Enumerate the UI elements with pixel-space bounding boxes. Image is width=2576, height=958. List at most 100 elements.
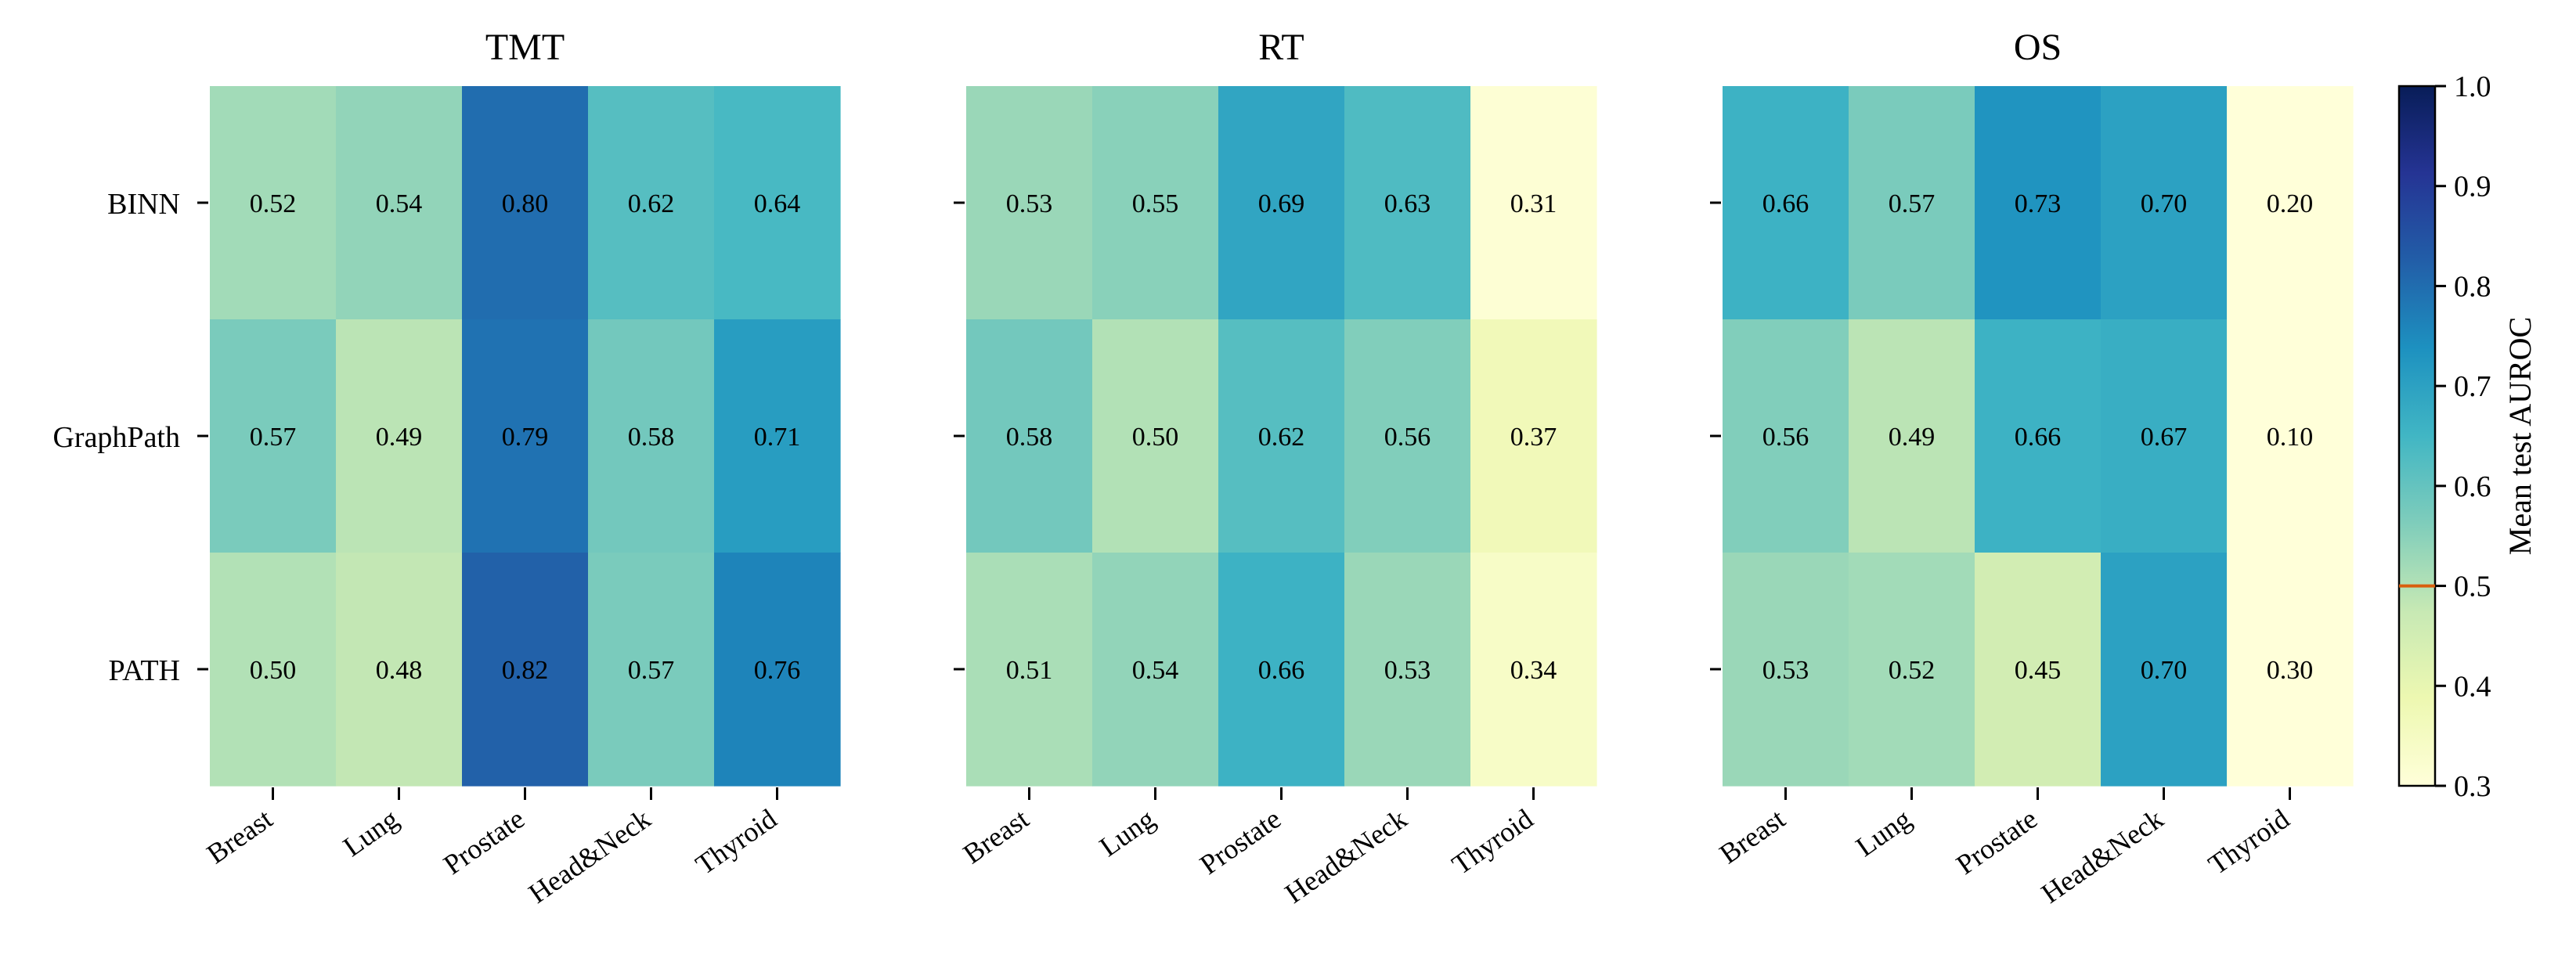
- cell-value-label: 0.57: [628, 656, 675, 685]
- cell-value-label: 0.49: [376, 423, 423, 452]
- heatmap-cell: [714, 553, 841, 787]
- heatmap-cell: [2227, 86, 2354, 320]
- heatmap-cell: [1092, 86, 1219, 320]
- cell-value-label: 0.64: [754, 189, 801, 218]
- cell-value-label: 0.56: [1762, 423, 1809, 452]
- heatmap-cell: [1723, 553, 1849, 787]
- cell-value-label: 0.73: [2015, 189, 2062, 218]
- heatmap-cell: [462, 319, 589, 553]
- colorbar-tick-label: 0.6: [2454, 470, 2491, 503]
- cell-value-label: 0.48: [376, 656, 423, 685]
- cell-value-label: 0.57: [250, 423, 297, 452]
- colorbar-tick-label: 0.8: [2454, 270, 2491, 303]
- heatmap-cell: [1723, 319, 1849, 553]
- cell-value-label: 0.66: [2015, 423, 2062, 452]
- cell-value-label: 0.79: [502, 423, 549, 452]
- cell-value-label: 0.45: [2015, 656, 2062, 685]
- heatmap-cell: [1723, 86, 1849, 320]
- heatmap-panel-rt: RT 0.53 0.55 0.69 0.63 0.31 0.58 0.50 0.62 0.56 0.…: [954, 27, 1597, 909]
- heatmap-cell: [1218, 319, 1345, 553]
- heatmap-cell: [336, 553, 463, 787]
- heatmap-cell: [1344, 319, 1471, 553]
- heatmap-cell: [1092, 553, 1219, 787]
- heatmap-cell: [2227, 553, 2354, 787]
- heatmap-cell: [1344, 553, 1471, 787]
- x-tick-label: Thyroid: [1446, 803, 1539, 881]
- x-tick-label: Prostate: [1950, 803, 2043, 881]
- x-tick-label: Prostate: [438, 803, 530, 881]
- cell-value-label: 0.76: [754, 656, 801, 685]
- colorbar-tick-label: 1.0: [2454, 70, 2491, 103]
- x-tick-label: Lung: [1094, 803, 1160, 863]
- heatmap-cell: [1975, 86, 2102, 320]
- x-tick-label: Breast: [1714, 803, 1791, 870]
- panel-title: OS: [2014, 27, 2062, 68]
- heatmap-cell: [588, 319, 715, 553]
- colorbar-label: Mean test AUROC: [2502, 317, 2538, 555]
- heatmap-cell: [2101, 553, 2228, 787]
- cell-value-label: 0.69: [1258, 189, 1305, 218]
- panel-title: TMT: [485, 27, 565, 68]
- cell-value-label: 0.31: [1510, 189, 1557, 218]
- cell-value-label: 0.50: [250, 656, 297, 685]
- heatmap-cell: [1470, 86, 1597, 320]
- x-tick-label: Lung: [1850, 803, 1917, 863]
- x-tick-label: Breast: [958, 803, 1034, 870]
- colorbar-gradient: [2397, 85, 2437, 787]
- heatmap-cell: [210, 319, 337, 553]
- cell-value-label: 0.82: [502, 656, 549, 685]
- cell-value-label: 0.53: [1762, 656, 1809, 685]
- cell-value-label: 0.70: [2141, 656, 2188, 685]
- cell-value-label: 0.55: [1132, 189, 1179, 218]
- heatmap-cell: [210, 86, 337, 320]
- cell-value-label: 0.34: [1510, 656, 1557, 685]
- cell-value-label: 0.80: [502, 189, 549, 218]
- heatmap-cell: [1470, 319, 1597, 553]
- heatmap-cell: [1849, 86, 1975, 320]
- cell-value-label: 0.70: [2141, 189, 2188, 218]
- heatmap-cell: [1849, 553, 1975, 787]
- heatmap-cell: [1470, 553, 1597, 787]
- heatmap-cell: [2227, 319, 2354, 553]
- cell-value-label: 0.20: [2267, 189, 2314, 218]
- colorbar-tick-label: 0.5: [2454, 571, 2491, 603]
- heatmap-cell: [714, 319, 841, 553]
- colorbar-tick-label: 0.4: [2454, 670, 2491, 703]
- panel-title: RT: [1258, 27, 1304, 68]
- colorbar-tick-label: 0.9: [2454, 171, 2491, 203]
- heatmap-cell: [1344, 86, 1471, 320]
- heatmap-cell: [1218, 553, 1345, 787]
- cell-value-label: 0.71: [754, 423, 801, 452]
- heatmap-cell: [588, 553, 715, 787]
- cell-value-label: 0.51: [1006, 656, 1053, 685]
- cell-value-label: 0.50: [1132, 423, 1179, 452]
- heatmap-cell: [462, 86, 589, 320]
- heatmap-cell: [462, 553, 589, 787]
- cell-value-label: 0.57: [1889, 189, 1936, 218]
- heatmap-cell: [714, 86, 841, 320]
- cell-value-label: 0.53: [1006, 189, 1053, 218]
- heatmap-panel-os: OS 0.66 0.57 0.73 0.70 0.20 0.56 0.49 0.66 0.67 0.…: [1710, 27, 2354, 909]
- cell-value-label: 0.62: [1258, 423, 1305, 452]
- cell-value-label: 0.53: [1384, 656, 1431, 685]
- cell-value-label: 0.63: [1384, 189, 1431, 218]
- x-tick-label: Prostate: [1194, 803, 1286, 881]
- cell-value-label: 0.10: [2267, 423, 2314, 452]
- cell-value-label: 0.67: [2141, 423, 2188, 452]
- y-tick-label: PATH: [108, 654, 180, 687]
- heatmap-cell: [1975, 319, 2102, 553]
- heatmap-cell: [210, 553, 337, 787]
- colorbar-tick-label: 0.3: [2454, 770, 2491, 803]
- cell-value-label: 0.66: [1258, 656, 1305, 685]
- heatmap-cell: [336, 86, 463, 320]
- heatmap-cell: [966, 553, 1093, 787]
- x-tick-label: Lung: [337, 803, 404, 863]
- heatmap-cell: [1849, 319, 1975, 553]
- heatmap-cell: [966, 86, 1093, 320]
- x-tick-label: Thyroid: [690, 803, 782, 881]
- heatmap-panel-tmt: TMT 0.52 0.54 0.80 0.62 0.64 0.57 0.49 0.79 0.58 0…: [52, 27, 841, 909]
- cell-value-label: 0.52: [1889, 656, 1936, 685]
- y-tick-label: GraphPath: [52, 421, 180, 454]
- cell-value-label: 0.62: [628, 189, 675, 218]
